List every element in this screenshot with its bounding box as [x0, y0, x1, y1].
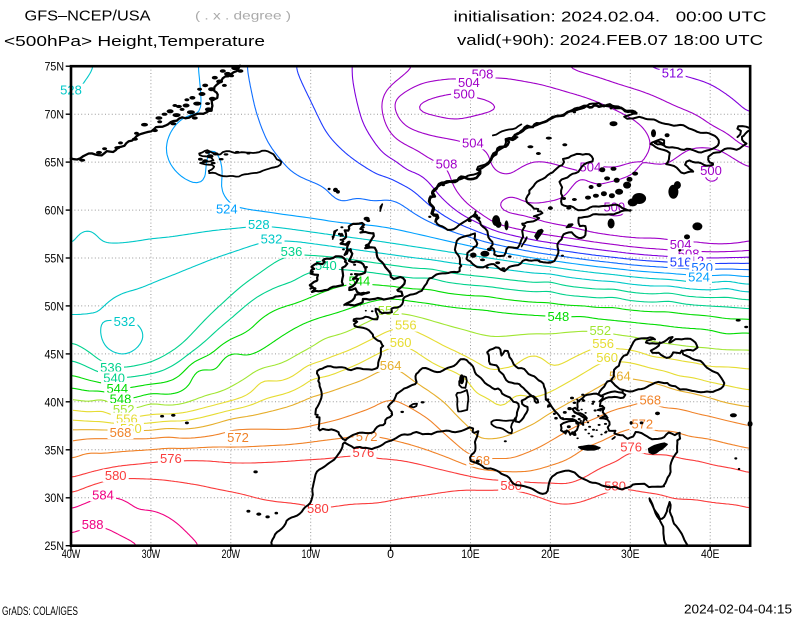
svg-text:70N: 70N	[45, 108, 65, 122]
svg-text:540: 540	[315, 258, 337, 273]
svg-text:568: 568	[110, 425, 132, 440]
svg-text:30N: 30N	[45, 491, 65, 505]
svg-text:548: 548	[110, 392, 132, 407]
svg-text:30E: 30E	[621, 547, 640, 561]
svg-text:500: 500	[453, 87, 475, 102]
svg-text:<500hPa> Height,Temperature: <500hPa> Height,Temperature	[4, 34, 265, 50]
svg-text:10W: 10W	[301, 547, 320, 561]
svg-text:524: 524	[216, 202, 238, 217]
svg-text:55N: 55N	[45, 252, 65, 266]
svg-text:( . x . degree ): ( . x . degree )	[195, 9, 291, 23]
svg-text:508: 508	[436, 157, 458, 172]
svg-text:524: 524	[688, 270, 710, 285]
svg-text:20E: 20E	[541, 547, 560, 561]
svg-text:75N: 75N	[45, 60, 65, 74]
svg-text:576: 576	[160, 451, 182, 466]
svg-text:504: 504	[458, 75, 480, 90]
svg-text:564: 564	[380, 358, 402, 373]
svg-text:528: 528	[248, 217, 270, 232]
svg-text:536: 536	[100, 360, 122, 375]
svg-text:25N: 25N	[45, 539, 65, 553]
svg-text:580: 580	[500, 478, 522, 493]
svg-text:568: 568	[639, 392, 661, 407]
svg-text:40E: 40E	[701, 547, 720, 561]
svg-text:536: 536	[281, 244, 303, 259]
svg-text:572: 572	[227, 430, 249, 445]
svg-text:540: 540	[103, 370, 125, 385]
svg-text:516: 516	[670, 254, 692, 269]
svg-text:532: 532	[114, 314, 136, 329]
svg-text:584: 584	[92, 487, 114, 502]
svg-text:548: 548	[548, 309, 570, 324]
svg-text:588: 588	[82, 517, 104, 532]
svg-text:10E: 10E	[461, 547, 480, 561]
svg-text:556: 556	[592, 336, 614, 351]
svg-text:552: 552	[589, 323, 611, 338]
svg-text:65N: 65N	[45, 156, 65, 170]
svg-text:544: 544	[106, 381, 128, 396]
svg-text:0: 0	[387, 547, 394, 561]
svg-text:500: 500	[700, 163, 722, 178]
svg-text:45N: 45N	[45, 347, 65, 361]
svg-text:580: 580	[307, 501, 329, 516]
svg-text:560: 560	[390, 335, 412, 350]
svg-text:50N: 50N	[45, 299, 65, 313]
svg-text:2024-02-04-04:15: 2024-02-04-04:15	[684, 603, 792, 617]
svg-text:576: 576	[620, 439, 642, 454]
svg-text:valid(+90h): 2024.FEB.07 18:00: valid(+90h): 2024.FEB.07 18:00 UTC	[457, 33, 763, 49]
svg-text:20W: 20W	[222, 547, 241, 561]
svg-text:35N: 35N	[45, 443, 65, 457]
svg-text:580: 580	[105, 468, 127, 483]
svg-text:40N: 40N	[45, 395, 65, 409]
svg-text:568: 568	[468, 453, 490, 468]
svg-text:initialisation: 2024.02.04.: initialisation: 2024.02.04. 00:00 UTC	[454, 10, 767, 26]
svg-text:512: 512	[662, 65, 684, 80]
svg-text:532: 532	[261, 231, 283, 246]
svg-text:552: 552	[378, 303, 400, 318]
svg-text:60N: 60N	[45, 204, 65, 218]
svg-text:GrADS: COLA/IGES: GrADS: COLA/IGES	[2, 606, 78, 618]
svg-text:560: 560	[596, 350, 618, 365]
svg-text:GFS–NCEP/USA: GFS–NCEP/USA	[25, 9, 151, 25]
svg-text:504: 504	[462, 135, 484, 150]
svg-text:556: 556	[395, 318, 417, 333]
svg-text:40W: 40W	[62, 547, 81, 561]
svg-text:30W: 30W	[142, 547, 161, 561]
